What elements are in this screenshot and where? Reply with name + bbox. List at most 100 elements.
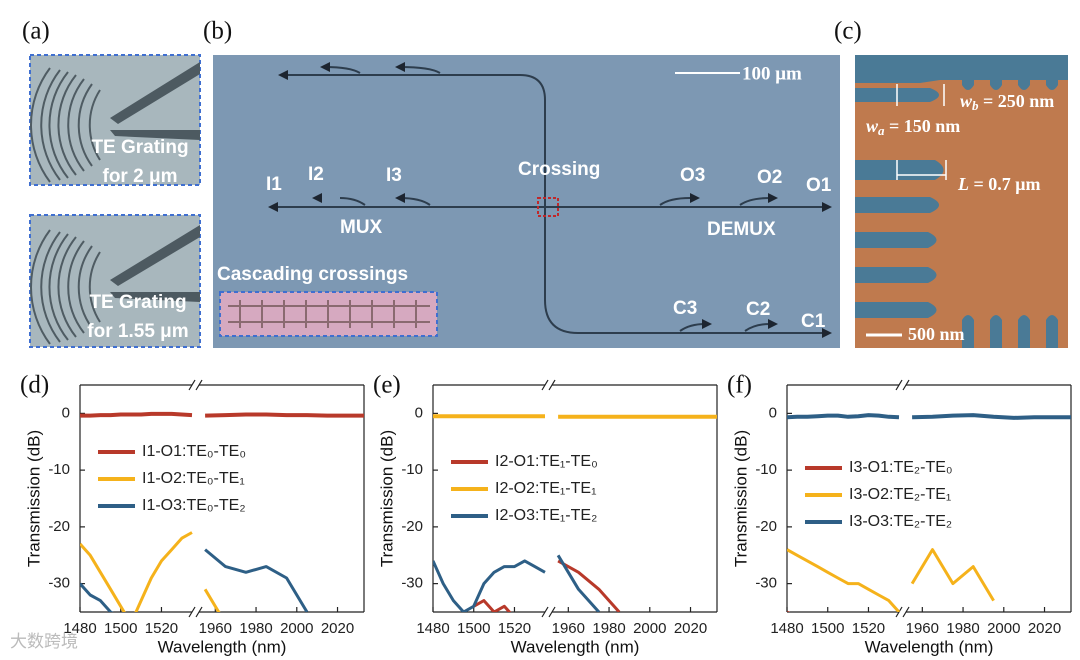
x-tick-label: 2020: [321, 620, 354, 637]
legend-label: I3-O1:TE₂-TE₀: [849, 459, 953, 476]
dimension-label: wb = 250 nm: [960, 91, 1054, 113]
x-tick-label: 2000: [987, 620, 1020, 637]
device-label: I1: [266, 174, 282, 195]
series-line: [433, 554, 601, 612]
scale-bar-label: 500 nm: [908, 324, 965, 344]
x-tick-label: 1980: [239, 620, 272, 637]
axis-break: [541, 379, 556, 391]
y-tick-label: 0: [769, 404, 777, 421]
legend-label: I3-O3:TE₂-TE₂: [849, 513, 952, 530]
x-tick-label: 1480: [416, 620, 449, 637]
legend-label: I2-O3:TE₁-TE₂: [495, 507, 597, 524]
panel-label: (c): [834, 18, 862, 45]
dimension-label: wa = 150 nm: [866, 116, 960, 138]
sub: b: [972, 98, 979, 113]
value: = 250 nm: [979, 91, 1055, 111]
x-tick-label: 1960: [552, 620, 585, 637]
x-tick-label: 1960: [906, 620, 939, 637]
y-tick-label: -20: [401, 518, 423, 535]
axis-break: [895, 379, 910, 391]
device-label: C3: [673, 298, 697, 319]
x-tick-label: 1520: [852, 620, 885, 637]
y-tick-label: -30: [755, 575, 777, 592]
legend-label: I1-O3:TE₀-TE₂: [142, 497, 246, 514]
x-tick-label: 2000: [633, 620, 666, 637]
y-axis-label: Transmission (dB): [377, 430, 396, 567]
panel-label: (e): [373, 372, 401, 399]
panel-label: (b): [203, 18, 232, 45]
series-line: [433, 414, 717, 419]
dimension-label: L = 0.7 μm: [957, 174, 1040, 194]
x-tick-label: 1980: [592, 620, 625, 637]
value: = 0.7 μm: [969, 174, 1040, 194]
x-axis-label: Wavelength (nm): [865, 637, 994, 656]
axis-break: [541, 606, 556, 618]
y-axis-label: Transmission (dB): [24, 430, 43, 567]
x-tick-label: 1480: [63, 620, 96, 637]
series-line: [787, 548, 995, 612]
panel-label: (f): [727, 372, 752, 399]
y-tick-label: -10: [48, 461, 70, 478]
axis-break: [188, 379, 203, 391]
panel-label: (a): [22, 18, 50, 45]
device-label: C1: [801, 311, 826, 332]
var: w: [960, 91, 973, 111]
sub: a: [878, 123, 885, 138]
y-tick-label: -20: [755, 518, 777, 535]
var: w: [866, 116, 879, 136]
var: L: [957, 174, 969, 194]
scale-bar-label: 100 μm: [742, 63, 802, 84]
device-label: MUX: [340, 217, 383, 238]
series-line: [80, 411, 364, 418]
device-label: O3: [680, 165, 705, 186]
x-tick-label: 1960: [199, 620, 232, 637]
device-label: O2: [757, 167, 782, 188]
legend-label: I3-O2:TE₂-TE₁: [849, 486, 951, 503]
x-tick-label: 2020: [674, 620, 707, 637]
device-label: Cascading crossings: [217, 264, 408, 285]
device-image: [213, 55, 840, 348]
series-line: [80, 548, 309, 612]
y-tick-label: -10: [401, 461, 423, 478]
legend-label: I1-O1:TE₀-TE₀: [142, 443, 246, 460]
y-tick-label: -30: [48, 575, 70, 592]
watermark: 大数跨境: [10, 632, 78, 652]
series-line: [472, 559, 621, 612]
legend-label: I2-O2:TE₁-TE₁: [495, 480, 596, 497]
image-caption: for 1.55 μm: [87, 321, 188, 342]
panel-label: (d): [20, 372, 49, 399]
y-tick-label: 0: [415, 404, 423, 421]
axis-break: [895, 606, 910, 618]
x-tick-label: 1980: [946, 620, 979, 637]
grating-image: [29, 54, 201, 186]
y-tick-label: -30: [401, 575, 423, 592]
y-tick-label: -20: [48, 518, 70, 535]
x-tick-label: 1520: [498, 620, 531, 637]
axis-break: [188, 606, 203, 618]
x-axis-label: Wavelength (nm): [511, 637, 640, 656]
legend-label: I2-O1:TE₁-TE₀: [495, 453, 598, 470]
device-label: I3: [386, 165, 402, 186]
grating-image: [29, 214, 201, 348]
y-tick-label: 0: [62, 404, 70, 421]
x-tick-label: 1500: [104, 620, 137, 637]
series-line: [787, 610, 791, 612]
value: = 150 nm: [885, 116, 961, 136]
device-label: C2: [746, 299, 770, 320]
series-line: [787, 413, 1071, 420]
image-caption: TE Grating: [91, 137, 188, 158]
x-tick-label: 1500: [457, 620, 490, 637]
x-axis-label: Wavelength (nm): [158, 637, 287, 656]
legend-label: I1-O2:TE₀-TE₁: [142, 470, 245, 487]
image-caption: TE Grating: [89, 292, 186, 313]
x-tick-label: 1500: [811, 620, 844, 637]
x-tick-label: 1520: [145, 620, 178, 637]
x-tick-label: 1480: [770, 620, 803, 637]
device-label: DEMUX: [707, 219, 776, 240]
sem-image: [855, 55, 1068, 348]
y-axis-label: Transmission (dB): [731, 430, 750, 567]
x-tick-label: 2000: [280, 620, 313, 637]
device-label: O1: [806, 175, 832, 196]
y-tick-label: -10: [755, 461, 777, 478]
